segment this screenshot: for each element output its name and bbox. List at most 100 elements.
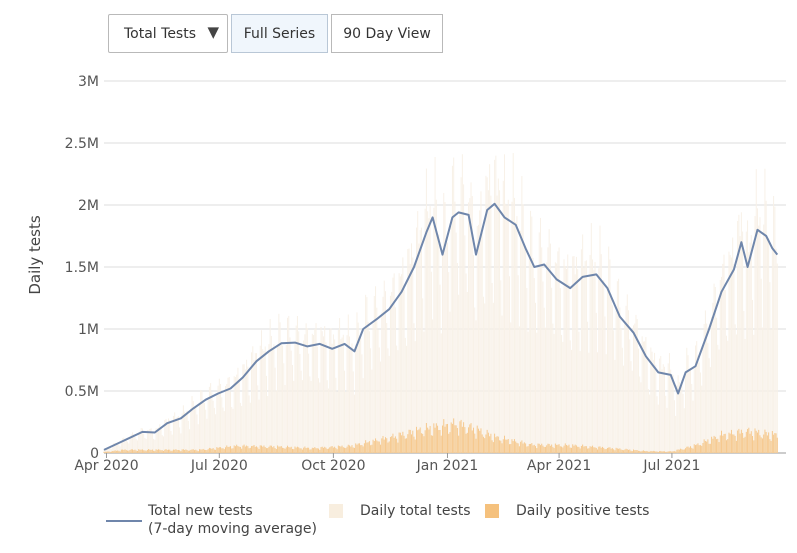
legend-item-daily-positive[interactable]: Daily positive tests (485, 502, 649, 520)
positive-test-bar (195, 449, 197, 453)
positive-test-bar (411, 434, 413, 453)
total-test-bar (118, 444, 120, 453)
positive-test-bar (285, 447, 287, 453)
y-tick-label: 2M (78, 198, 99, 214)
positive-test-bar (639, 450, 641, 453)
metric-select[interactable]: Total Tests ▼ (108, 14, 228, 53)
positive-test-bar (443, 419, 445, 453)
total-test-bar (273, 344, 275, 453)
positive-test-bar (769, 439, 771, 453)
positive-test-bar (750, 431, 752, 453)
positive-test-bar (291, 448, 293, 453)
total-test-bar (626, 294, 628, 453)
positive-test-bar (413, 436, 415, 453)
positive-test-bar (150, 449, 152, 453)
total-test-bar (192, 401, 194, 453)
positive-test-bar (445, 424, 447, 453)
total-test-bar (129, 437, 131, 453)
total-test-bar (623, 365, 625, 453)
positive-test-bar (440, 435, 442, 453)
positive-test-bar (381, 438, 383, 453)
positive-test-bar (640, 451, 642, 453)
total-test-bar (480, 191, 482, 453)
total-test-bar (479, 210, 481, 453)
positive-test-bar (252, 445, 254, 453)
positive-test-bar (278, 446, 280, 453)
positive-test-bar (148, 449, 150, 453)
total-test-bar (673, 400, 675, 453)
total-test-bar (246, 359, 248, 453)
total-test-bar (331, 343, 333, 453)
positive-test-bar (172, 449, 174, 453)
total-test-bar (629, 339, 631, 453)
positive-test-bar (574, 444, 576, 453)
positive-test-bar (330, 446, 332, 453)
total-test-bar (482, 296, 484, 453)
positive-test-bar (446, 423, 448, 453)
total-test-bar (508, 276, 510, 453)
positive-test-bar (730, 429, 732, 453)
positive-test-bar (691, 447, 693, 453)
positive-test-bar (186, 449, 188, 453)
positive-test-bar (729, 433, 731, 453)
positive-test-bar (714, 436, 716, 453)
total-test-bar (429, 206, 431, 453)
total-test-bar (730, 257, 732, 453)
legend-item-moving-average[interactable]: Total new tests (7-day moving average) (106, 502, 317, 538)
positive-test-bar (149, 449, 151, 453)
positive-test-bar (176, 449, 178, 453)
total-test-bar (257, 385, 259, 453)
positive-test-bar (724, 433, 726, 453)
positive-test-bar (512, 441, 514, 453)
x-tick-label: Jan 2021 (416, 458, 479, 474)
full-series-button[interactable]: Full Series (231, 14, 328, 53)
positive-test-bar (197, 451, 199, 453)
total-test-bar (380, 361, 382, 453)
positive-test-bar (644, 450, 646, 453)
total-test-bar (207, 399, 209, 453)
positive-test-bar (516, 442, 518, 453)
positive-test-bar (435, 423, 437, 453)
positive-test-bar (124, 449, 126, 453)
total-test-bar (620, 328, 622, 453)
total-test-bar (502, 180, 504, 453)
positive-test-bar (463, 422, 465, 453)
positive-test-bar (216, 447, 218, 453)
positive-test-bar (326, 448, 328, 453)
total-test-bar (361, 354, 363, 453)
total-test-bar (494, 159, 496, 453)
positive-test-bar (646, 450, 648, 453)
positive-test-bar (151, 449, 153, 453)
total-test-bar (332, 334, 334, 453)
ninety-day-view-button[interactable]: 90 Day View (331, 14, 443, 53)
legend-item-daily-total[interactable]: Daily total tests (329, 502, 471, 520)
positive-test-bar (306, 447, 308, 453)
positive-test-bar (444, 426, 446, 453)
total-test-bar (134, 436, 136, 453)
total-test-bar (515, 222, 517, 453)
positive-test-bar (521, 440, 523, 453)
positive-test-bar (171, 450, 173, 453)
total-test-bar (383, 280, 385, 453)
total-test-bar (373, 295, 375, 453)
positive-test-bar (743, 437, 745, 453)
positive-test-bar (273, 446, 275, 453)
total-test-bar (194, 407, 196, 453)
positive-test-bar (361, 444, 363, 453)
total-test-bar (310, 380, 312, 453)
total-test-bar (668, 353, 670, 453)
positive-test-bar (134, 449, 136, 453)
positive-test-bar (389, 437, 391, 453)
total-test-bar (306, 328, 308, 453)
total-test-bar (437, 235, 439, 453)
positive-test-bar (577, 446, 579, 453)
positive-test-bar (194, 450, 196, 453)
total-test-bar (522, 204, 524, 453)
total-test-bar (500, 280, 502, 453)
total-test-bar (518, 326, 520, 453)
total-test-bar (411, 243, 413, 453)
positive-test-bar (228, 446, 230, 453)
total-test-bar (708, 358, 710, 453)
total-test-bar (448, 272, 450, 453)
total-test-bar (513, 197, 515, 453)
